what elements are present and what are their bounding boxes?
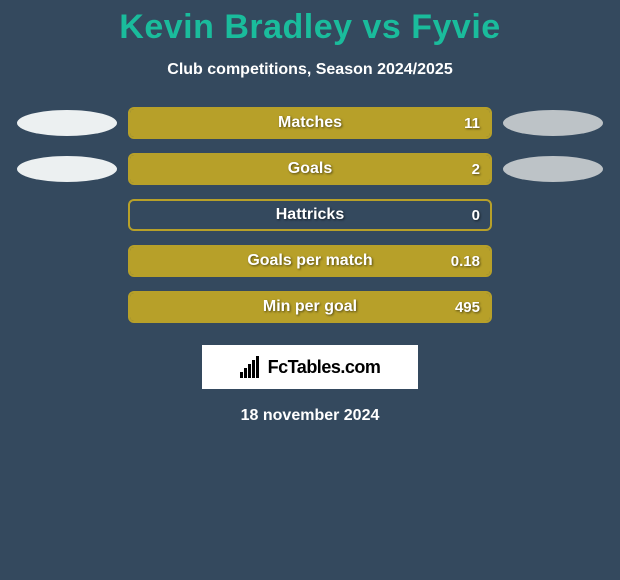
left-side [12, 291, 122, 323]
metric-row: Min per goal495 [12, 291, 608, 323]
bar-chart-icon [240, 356, 262, 378]
metric-bar: Matches11 [128, 107, 492, 139]
metric-bar: Goals2 [128, 153, 492, 185]
metric-row: Hattricks0 [12, 199, 608, 231]
right-side [498, 199, 608, 231]
metric-row: Goals per match0.18 [12, 245, 608, 277]
brand-badge[interactable]: FcTables.com [202, 345, 418, 389]
page-title: Kevin Bradley vs Fyvie [0, 8, 620, 47]
metric-row: Goals2 [12, 153, 608, 185]
right-side [498, 291, 608, 323]
left-side [12, 153, 122, 185]
left-ellipse-icon [17, 110, 117, 136]
right-side [498, 153, 608, 185]
metric-row: Matches11 [12, 107, 608, 139]
right-ellipse-icon [503, 110, 603, 136]
right-side [498, 245, 608, 277]
bar-fill [130, 293, 490, 321]
right-side [498, 107, 608, 139]
comparison-widget: Kevin Bradley vs Fyvie Club competitions… [0, 0, 620, 425]
metric-bar: Hattricks0 [128, 199, 492, 231]
metric-label: Hattricks [130, 201, 490, 229]
left-side [12, 245, 122, 277]
metric-value: 0 [472, 201, 480, 229]
metric-bar: Min per goal495 [128, 291, 492, 323]
bar-fill [130, 155, 490, 183]
left-side [12, 199, 122, 231]
brand-text: FcTables.com [268, 357, 381, 378]
metric-bar: Goals per match0.18 [128, 245, 492, 277]
metrics-list: Matches11 Goals2 Hattricks0 Goals per match… [0, 107, 620, 323]
left-side [12, 107, 122, 139]
right-ellipse-icon [503, 156, 603, 182]
bar-fill [130, 109, 490, 137]
left-ellipse-icon [17, 156, 117, 182]
subtitle: Club competitions, Season 2024/2025 [0, 61, 620, 79]
date-text: 18 november 2024 [0, 407, 620, 425]
bar-fill [130, 247, 490, 275]
